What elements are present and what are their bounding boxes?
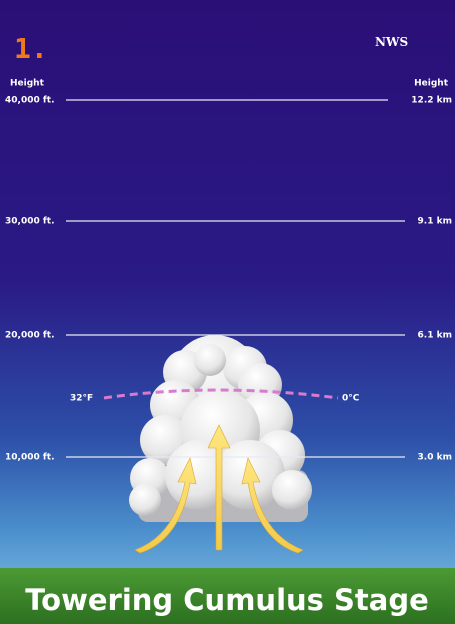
title: Towering Cumulus Stage [25, 583, 429, 617]
source: NWS [375, 35, 408, 49]
updraft-arrows [134, 424, 304, 554]
level-left: 20,000 ft. [5, 331, 55, 341]
level-30000: 30,000 ft. 9.1 km [5, 217, 452, 227]
left-header: Height [10, 79, 45, 89]
level-20000: 20,000 ft. 6.1 km [5, 331, 452, 341]
right-header: Height [414, 79, 449, 89]
level-left: 30,000 ft. [5, 217, 55, 227]
level-left: 10,000 ft. [5, 453, 55, 463]
level-40000: 40,000 ft. 12.2 km [5, 96, 452, 106]
freezing-left: 32°F [70, 394, 93, 404]
step-number: 1. [14, 32, 48, 65]
level-left: 40,000 ft. [5, 96, 55, 106]
level-right: 6.1 km [418, 331, 452, 341]
freezing-right: 0°C [342, 394, 360, 404]
level-10000: 10,000 ft. 3.0 km [5, 453, 452, 463]
level-right: 9.1 km [418, 217, 452, 227]
level-right: 3.0 km [418, 453, 452, 463]
ground [0, 568, 455, 624]
freezing-level: 32°F 0°C [70, 388, 360, 404]
level-right: 12.2 km [411, 96, 452, 106]
